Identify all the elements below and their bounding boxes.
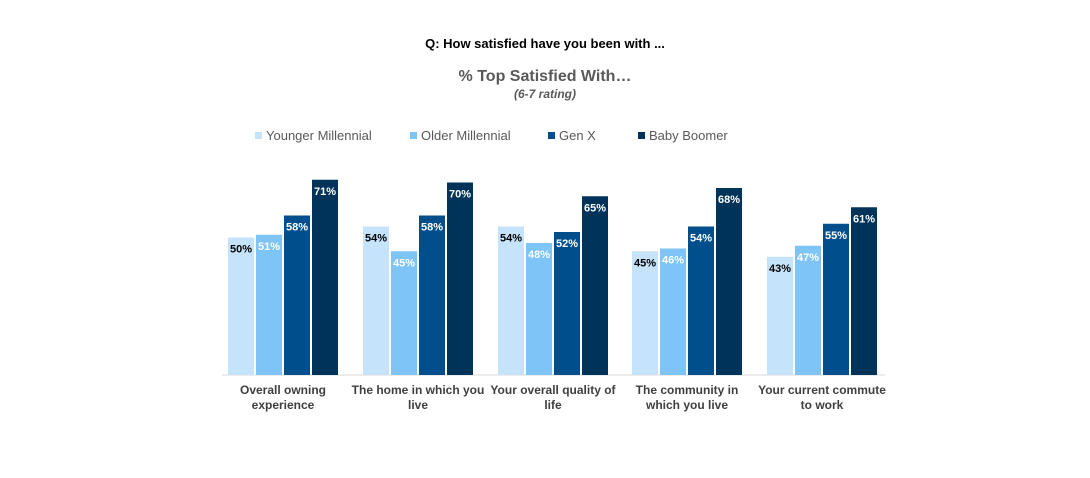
bar-baby-boomer-3 [716, 188, 742, 375]
data-label: 47% [797, 252, 819, 264]
legend-swatch [255, 132, 262, 139]
data-label: 46% [662, 255, 684, 267]
legend-item-gen-x: Gen X [548, 128, 596, 143]
bar-older-millennial-4 [795, 245, 821, 375]
data-label: 48% [528, 249, 550, 261]
bar-gen-x-2 [554, 232, 580, 375]
data-label: 70% [449, 189, 471, 201]
data-label: 43% [769, 263, 791, 275]
chart-subtitle: (6-7 rating) [513, 87, 576, 101]
bar-gen-x-0 [284, 215, 310, 375]
data-label: 52% [556, 238, 578, 250]
bar-older-millennial-1 [391, 251, 417, 375]
data-label: 54% [365, 233, 387, 245]
data-label: 50% [230, 244, 252, 256]
bar-gen-x-3 [688, 226, 714, 375]
category-label: Your overall quality of life [490, 383, 616, 412]
bar-younger-millennial-4 [767, 256, 793, 375]
legend-label: Younger Millennial [266, 128, 372, 143]
category-label: The community in which you live [636, 383, 739, 412]
bar-younger-millennial-3 [632, 251, 658, 375]
legend-label: Older Millennial [421, 128, 511, 143]
legend-swatch [410, 132, 417, 139]
bar-younger-millennial-2 [498, 226, 524, 375]
category-label: The home in which you live [352, 383, 485, 412]
data-label: 71% [314, 186, 336, 198]
bar-younger-millennial-0 [228, 237, 254, 375]
data-label: 45% [634, 257, 656, 269]
data-label: 61% [853, 213, 875, 225]
data-label: 58% [286, 222, 308, 234]
bar-younger-millennial-1 [363, 226, 389, 375]
bar-baby-boomer-2 [582, 196, 608, 375]
legend-item-younger-millennial: Younger Millennial [255, 128, 372, 143]
bar-older-millennial-0 [256, 234, 282, 375]
data-label: 55% [825, 230, 847, 242]
category-label: Overall owning experience [240, 383, 326, 412]
bar-gen-x-4 [823, 223, 849, 375]
data-label: 51% [258, 241, 280, 253]
legend-item-baby-boomer: Baby Boomer [638, 128, 728, 143]
chart-title: % Top Satisfied With… [458, 68, 632, 85]
bar-older-millennial-3 [660, 248, 686, 375]
data-label: 45% [393, 257, 415, 269]
legend-label: Baby Boomer [649, 128, 728, 143]
data-label: 68% [718, 194, 740, 206]
category-label: Your current commute to work [758, 383, 886, 412]
bar-gen-x-1 [419, 215, 445, 375]
bar-older-millennial-2 [526, 243, 552, 375]
bar-baby-boomer-0 [312, 179, 338, 375]
data-label: 54% [500, 233, 522, 245]
bar-baby-boomer-4 [851, 207, 877, 375]
bar-baby-boomer-1 [447, 182, 473, 375]
data-label: 65% [584, 202, 606, 214]
legend-label: Gen X [559, 128, 596, 143]
legend-item-older-millennial: Older Millennial [410, 128, 511, 143]
legend-swatch [638, 132, 645, 139]
legend-swatch [548, 132, 555, 139]
question-text: Q: How satisfied have you been with ... [425, 36, 665, 51]
data-label: 58% [421, 222, 443, 234]
data-label: 54% [690, 233, 712, 245]
